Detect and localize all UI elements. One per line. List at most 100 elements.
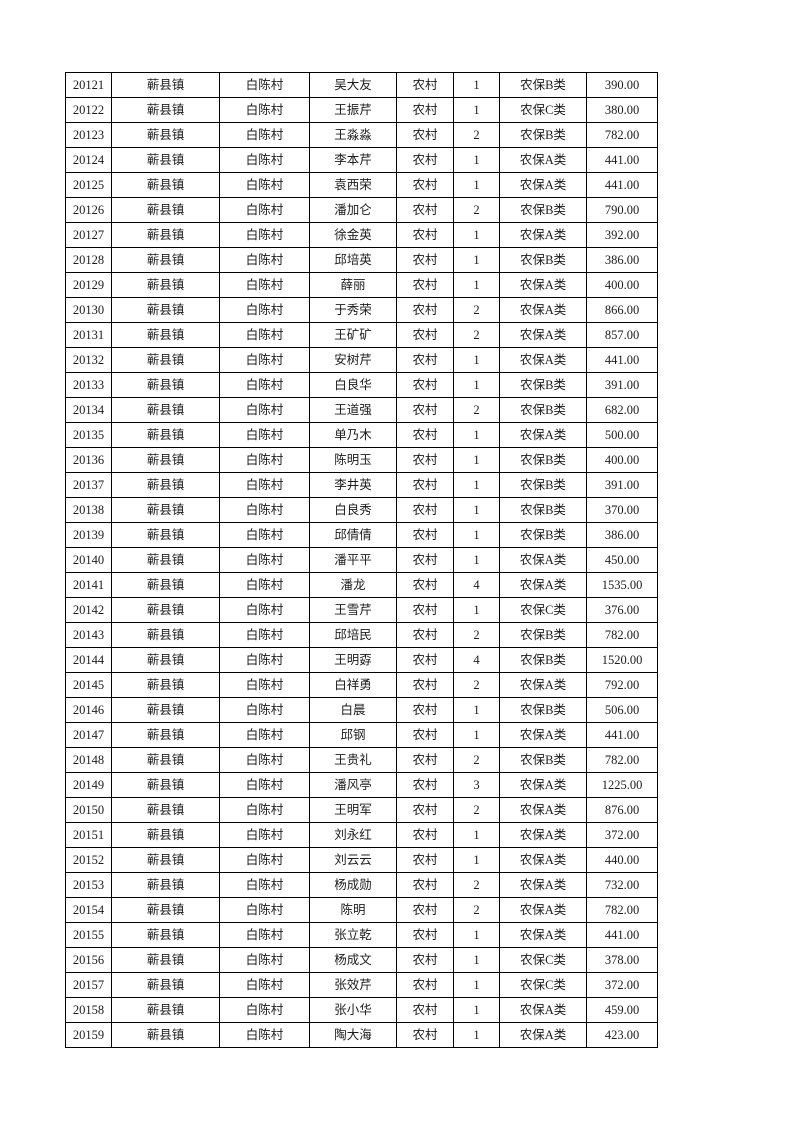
cell-residence-type: 农村 [396, 147, 454, 173]
table-body: 20121 蕲县镇 白陈村 吴大友 农村 1 农保B类 390.00 20122 蕲县镇 白陈村 王振… [65, 72, 658, 1048]
cell-insurance-category: 农保B类 [499, 197, 587, 223]
cell-insurance-category: 农保A类 [499, 672, 587, 698]
cell-insurance-category: 农保B类 [499, 372, 587, 398]
cell-amount: 1225.00 [586, 772, 658, 798]
cell-residence-type: 农村 [396, 622, 454, 648]
cell-village: 白陈村 [219, 797, 310, 823]
cell-amount: 876.00 [586, 797, 658, 823]
cell-id: 20154 [65, 897, 112, 923]
cell-insurance-category: 农保A类 [499, 797, 587, 823]
cell-insurance-category: 农保B类 [499, 497, 587, 523]
cell-village: 白陈村 [219, 347, 310, 373]
cell-village: 白陈村 [219, 822, 310, 848]
cell-insurance-category: 农保C类 [499, 97, 587, 123]
cell-residence-type: 农村 [396, 497, 454, 523]
cell-amount: 450.00 [586, 547, 658, 573]
cell-residence-type: 农村 [396, 422, 454, 448]
cell-id: 20135 [65, 422, 112, 448]
cell-insurance-category: 农保B类 [499, 397, 587, 423]
cell-insurance-category: 农保B类 [499, 522, 587, 548]
cell-person-name: 杨成勋 [309, 872, 397, 898]
cell-town: 蕲县镇 [111, 397, 220, 423]
cell-insurance-category: 农保A类 [499, 872, 587, 898]
cell-id: 20121 [65, 72, 112, 98]
cell-person-name: 王雪芹 [309, 597, 397, 623]
cell-town: 蕲县镇 [111, 947, 220, 973]
cell-person-name: 王振芹 [309, 97, 397, 123]
cell-village: 白陈村 [219, 747, 310, 773]
cell-person-count: 4 [453, 647, 500, 673]
cell-residence-type: 农村 [396, 872, 454, 898]
beneficiary-table: 20121 蕲县镇 白陈村 吴大友 农村 1 农保B类 390.00 20122 蕲县镇 白陈村 王振… [65, 72, 658, 1048]
cell-village: 白陈村 [219, 147, 310, 173]
cell-town: 蕲县镇 [111, 797, 220, 823]
cell-id: 20123 [65, 122, 112, 148]
cell-insurance-category: 农保A类 [499, 772, 587, 798]
cell-id: 20159 [65, 1022, 112, 1048]
cell-residence-type: 农村 [396, 572, 454, 598]
cell-insurance-category: 农保A类 [499, 222, 587, 248]
table-row: 20137 蕲县镇 白陈村 李井英 农村 1 农保B类 391.00 [65, 472, 658, 498]
cell-insurance-category: 农保A类 [499, 172, 587, 198]
cell-amount: 423.00 [586, 1022, 658, 1048]
cell-town: 蕲县镇 [111, 197, 220, 223]
cell-town: 蕲县镇 [111, 997, 220, 1023]
cell-village: 白陈村 [219, 622, 310, 648]
cell-village: 白陈村 [219, 497, 310, 523]
cell-person-count: 1 [453, 997, 500, 1023]
cell-residence-type: 农村 [396, 697, 454, 723]
cell-person-count: 1 [453, 497, 500, 523]
cell-person-name: 李井英 [309, 472, 397, 498]
cell-id: 20130 [65, 297, 112, 323]
cell-amount: 391.00 [586, 372, 658, 398]
cell-town: 蕲县镇 [111, 547, 220, 573]
table-row: 20143 蕲县镇 白陈村 邱培民 农村 2 农保B类 782.00 [65, 622, 658, 648]
cell-person-name: 潘加仑 [309, 197, 397, 223]
cell-amount: 400.00 [586, 447, 658, 473]
cell-insurance-category: 农保A类 [499, 547, 587, 573]
table-row: 20156 蕲县镇 白陈村 杨成文 农村 1 农保C类 378.00 [65, 947, 658, 973]
cell-town: 蕲县镇 [111, 597, 220, 623]
cell-person-name: 薛丽 [309, 272, 397, 298]
table-row: 20125 蕲县镇 白陈村 袁西荣 农村 1 农保A类 441.00 [65, 172, 658, 198]
cell-residence-type: 农村 [396, 297, 454, 323]
cell-village: 白陈村 [219, 872, 310, 898]
cell-insurance-category: 农保A类 [499, 822, 587, 848]
cell-amount: 506.00 [586, 697, 658, 723]
cell-person-name: 李本芹 [309, 147, 397, 173]
cell-person-count: 1 [453, 597, 500, 623]
cell-residence-type: 农村 [396, 272, 454, 298]
table-row: 20154 蕲县镇 白陈村 陈明 农村 2 农保A类 782.00 [65, 897, 658, 923]
table-row: 20153 蕲县镇 白陈村 杨成勋 农村 2 农保A类 732.00 [65, 872, 658, 898]
cell-person-name: 白晨 [309, 697, 397, 723]
cell-person-count: 1 [453, 1022, 500, 1048]
cell-insurance-category: 农保B类 [499, 622, 587, 648]
cell-person-count: 1 [453, 522, 500, 548]
cell-person-name: 王明孬 [309, 647, 397, 673]
cell-person-name: 陶大海 [309, 1022, 397, 1048]
cell-village: 白陈村 [219, 772, 310, 798]
cell-town: 蕲县镇 [111, 172, 220, 198]
cell-insurance-category: 农保A类 [499, 847, 587, 873]
cell-town: 蕲县镇 [111, 747, 220, 773]
cell-amount: 380.00 [586, 97, 658, 123]
cell-amount: 392.00 [586, 222, 658, 248]
cell-village: 白陈村 [219, 272, 310, 298]
cell-id: 20157 [65, 972, 112, 998]
cell-person-name: 王贵礼 [309, 747, 397, 773]
cell-person-count: 2 [453, 297, 500, 323]
cell-person-count: 4 [453, 572, 500, 598]
cell-residence-type: 农村 [396, 172, 454, 198]
cell-person-count: 1 [453, 272, 500, 298]
cell-person-count: 1 [453, 472, 500, 498]
cell-amount: 440.00 [586, 847, 658, 873]
cell-insurance-category: 农保B类 [499, 72, 587, 98]
table-row: 20141 蕲县镇 白陈村 潘龙 农村 4 农保A类 1535.00 [65, 572, 658, 598]
cell-amount: 441.00 [586, 147, 658, 173]
cell-village: 白陈村 [219, 722, 310, 748]
cell-id: 20124 [65, 147, 112, 173]
cell-town: 蕲县镇 [111, 822, 220, 848]
cell-person-name: 白良华 [309, 372, 397, 398]
cell-id: 20148 [65, 747, 112, 773]
table-row: 20128 蕲县镇 白陈村 邱培英 农村 1 农保B类 386.00 [65, 247, 658, 273]
